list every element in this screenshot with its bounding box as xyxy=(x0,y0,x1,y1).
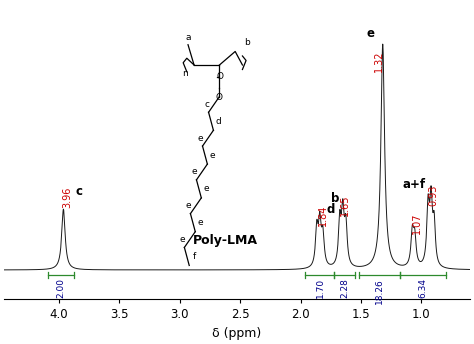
Text: e: e xyxy=(203,184,209,193)
Text: 6.34: 6.34 xyxy=(418,278,427,298)
Text: e: e xyxy=(367,27,374,40)
Text: 2.00: 2.00 xyxy=(56,278,65,298)
Text: e: e xyxy=(192,168,198,176)
Text: e: e xyxy=(180,235,185,244)
Text: d: d xyxy=(327,203,335,216)
Text: 1.07: 1.07 xyxy=(411,213,421,234)
Text: e: e xyxy=(210,151,215,160)
Text: e: e xyxy=(197,218,203,227)
Text: b: b xyxy=(331,192,340,205)
Text: e: e xyxy=(198,134,203,143)
Text: c: c xyxy=(204,100,209,109)
Text: 1.32: 1.32 xyxy=(374,50,383,72)
Text: 3.96: 3.96 xyxy=(63,187,73,208)
Text: n: n xyxy=(182,69,188,78)
Text: 2.28: 2.28 xyxy=(340,278,349,298)
Text: O: O xyxy=(216,93,222,102)
Text: c: c xyxy=(76,185,82,198)
Text: a+f: a+f xyxy=(402,178,426,191)
Text: b: b xyxy=(245,38,250,47)
Text: O: O xyxy=(217,72,223,81)
Text: f: f xyxy=(192,252,196,261)
Text: 18.26: 18.26 xyxy=(375,278,384,304)
Text: 1.84: 1.84 xyxy=(318,205,328,226)
X-axis label: δ (ppm): δ (ppm) xyxy=(212,327,262,340)
Text: d: d xyxy=(215,117,221,126)
Text: e: e xyxy=(186,201,191,210)
Text: Poly-LMA: Poly-LMA xyxy=(193,234,258,247)
Text: 1.65: 1.65 xyxy=(340,194,350,216)
Text: a: a xyxy=(185,33,191,42)
Text: 0.93: 0.93 xyxy=(428,184,438,206)
Text: 1.70: 1.70 xyxy=(316,278,325,299)
